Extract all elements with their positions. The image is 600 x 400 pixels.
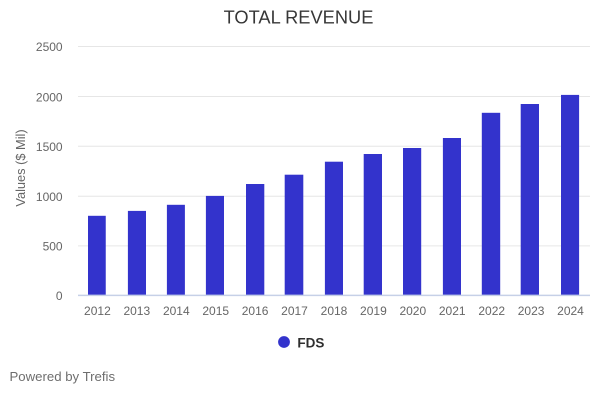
svg-text:0: 0 bbox=[56, 289, 63, 303]
svg-text:2019: 2019 bbox=[360, 304, 387, 318]
svg-text:Values ($ Mil): Values ($ Mil) bbox=[13, 129, 28, 206]
svg-text:2024: 2024 bbox=[557, 304, 584, 318]
svg-text:2017: 2017 bbox=[281, 304, 308, 318]
svg-text:2013: 2013 bbox=[123, 304, 150, 318]
svg-text:2015: 2015 bbox=[202, 304, 229, 318]
svg-text:2021: 2021 bbox=[439, 304, 466, 318]
svg-text:2000: 2000 bbox=[36, 90, 63, 104]
svg-text:FDS: FDS bbox=[297, 335, 324, 350]
svg-text:2023: 2023 bbox=[518, 304, 545, 318]
svg-text:2014: 2014 bbox=[163, 304, 190, 318]
svg-text:500: 500 bbox=[43, 240, 63, 254]
svg-text:2018: 2018 bbox=[321, 304, 348, 318]
svg-text:2016: 2016 bbox=[242, 304, 269, 318]
svg-text:2500: 2500 bbox=[36, 40, 63, 54]
svg-text:2020: 2020 bbox=[399, 304, 426, 318]
svg-text:2022: 2022 bbox=[478, 304, 505, 318]
svg-text:TOTAL REVENUE: TOTAL REVENUE bbox=[224, 6, 374, 27]
svg-text:1500: 1500 bbox=[36, 140, 63, 154]
svg-text:Powered by Trefis: Powered by Trefis bbox=[10, 369, 116, 384]
svg-text:1000: 1000 bbox=[36, 190, 63, 204]
svg-text:2012: 2012 bbox=[84, 304, 111, 318]
